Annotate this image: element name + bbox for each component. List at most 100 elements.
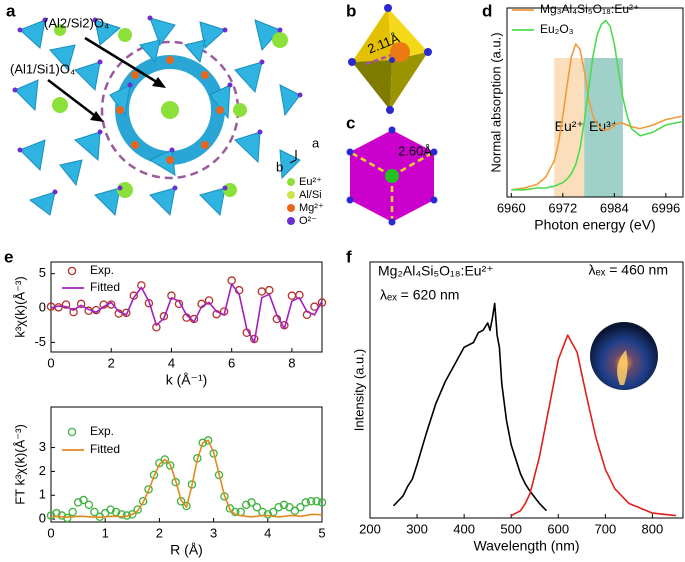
x-tick-label: 2 <box>108 355 115 370</box>
data-point <box>117 510 126 519</box>
data-point <box>144 485 153 494</box>
legend-label: Eu²⁺ <box>299 176 322 188</box>
data-point <box>138 496 148 506</box>
legend-label: Exp. <box>90 424 114 438</box>
y-tick-label: 3 <box>39 439 46 454</box>
data-point <box>265 285 274 295</box>
x-axis-label: R (Å) <box>170 542 203 558</box>
x-axis-label: Wavelength (nm) <box>473 538 579 554</box>
y-tick-label: 0 <box>39 511 46 526</box>
y-axis-label: k³χ(k)(Å⁻³) <box>12 276 27 337</box>
panel-label: a <box>6 1 16 20</box>
x-tick-label: 700 <box>594 521 616 536</box>
x-tick-label: 600 <box>547 521 569 536</box>
data-line <box>50 283 323 344</box>
panel-label: b <box>346 1 356 20</box>
legend-label: Exp. <box>90 263 114 277</box>
panel-label: c <box>346 113 355 132</box>
y-tick-label: 2 <box>39 463 46 478</box>
data-point <box>106 505 115 514</box>
legend-symbol <box>67 266 77 276</box>
data-point <box>159 312 169 321</box>
data-point <box>279 500 289 510</box>
legend-label: Mg₃Al₄Si₅O₁₈:Eu²⁺ <box>540 2 639 16</box>
plot-frame <box>50 406 323 523</box>
x-axis-label: Photon energy (eV) <box>534 217 655 233</box>
data-point <box>68 507 77 517</box>
plot-frame <box>369 261 684 519</box>
data-point <box>252 502 262 512</box>
y-tick-label: 0 <box>39 299 46 314</box>
y-tick-label: 5 <box>39 265 46 280</box>
x-tick-label: 0 <box>47 525 54 540</box>
x-tick-label: 4 <box>168 355 175 370</box>
x-tick-label: 5 <box>318 525 325 540</box>
data-point <box>46 511 56 520</box>
x-tick-label: 6960 <box>497 200 526 215</box>
data-point <box>301 498 310 507</box>
data-point <box>287 291 297 300</box>
x-tick-label: 4 <box>264 525 271 540</box>
data-line <box>50 439 323 518</box>
x-tick-label: 6 <box>228 355 235 370</box>
band <box>584 58 623 197</box>
plot-frame <box>50 261 323 353</box>
data-point <box>241 500 251 510</box>
data-point <box>165 461 175 470</box>
data-point <box>204 296 214 305</box>
x-tick-label: 2 <box>156 525 163 540</box>
data-point <box>247 498 256 507</box>
y-axis-label: Intensity (a.u.) <box>351 349 366 431</box>
octahedron <box>348 4 432 114</box>
axis-label: a <box>312 135 320 150</box>
panel-label: e <box>4 247 13 266</box>
data-point <box>274 502 283 512</box>
x-tick-label: 500 <box>500 521 522 536</box>
x-tick-label: 800 <box>642 521 664 536</box>
data-point <box>57 511 67 520</box>
band-label: Eu²⁺ <box>555 118 584 134</box>
bond-length: 2.60Å <box>398 143 432 158</box>
data-point <box>227 276 236 285</box>
data-line <box>510 334 676 517</box>
data-point <box>73 498 83 507</box>
data-point <box>61 300 71 309</box>
x-tick-label: 8 <box>288 355 295 370</box>
data-point <box>90 507 99 517</box>
legend-label: Al/Si <box>299 189 322 201</box>
x-tick-label: 6996 <box>651 200 680 215</box>
data-point <box>69 307 78 317</box>
data-point <box>84 500 94 510</box>
x-axis-label: k (Å⁻¹) <box>166 372 208 388</box>
legend-label: Fitted <box>90 280 120 294</box>
chart-title: Mg₂Al₄Si₅O₁₈:Eu²⁺ <box>378 263 494 279</box>
data-point <box>203 436 213 445</box>
x-tick-label: 6984 <box>600 200 629 215</box>
legend-symbol <box>67 427 77 437</box>
data-point <box>257 287 267 296</box>
data-point <box>263 510 273 519</box>
x-tick-label: 200 <box>359 521 381 536</box>
data-point <box>317 498 327 507</box>
data-point <box>306 496 316 506</box>
y-axis-label: FT k³χ(k)(Å⁻³) <box>12 424 27 505</box>
x-tick-label: 300 <box>406 521 428 536</box>
data-point <box>149 470 159 480</box>
data-point <box>76 299 86 309</box>
legend-label: Eu₂O₃ <box>540 22 574 36</box>
legend-label: O²⁻ <box>299 215 317 227</box>
x-tick-label: 3 <box>210 525 217 540</box>
data-point <box>198 438 208 448</box>
crystal-structure <box>12 15 303 225</box>
cube <box>346 126 438 226</box>
data-point <box>312 496 321 506</box>
legend-label: Fitted <box>90 442 120 456</box>
data-point <box>79 495 88 505</box>
series-label: λₑₓ = 460 nm <box>589 262 668 278</box>
panel-label: d <box>482 1 492 20</box>
y-tick-label: 1 <box>39 487 46 502</box>
x-tick-label: 0 <box>47 355 54 370</box>
panel-label: f <box>346 247 352 266</box>
photo-inset <box>590 322 658 390</box>
